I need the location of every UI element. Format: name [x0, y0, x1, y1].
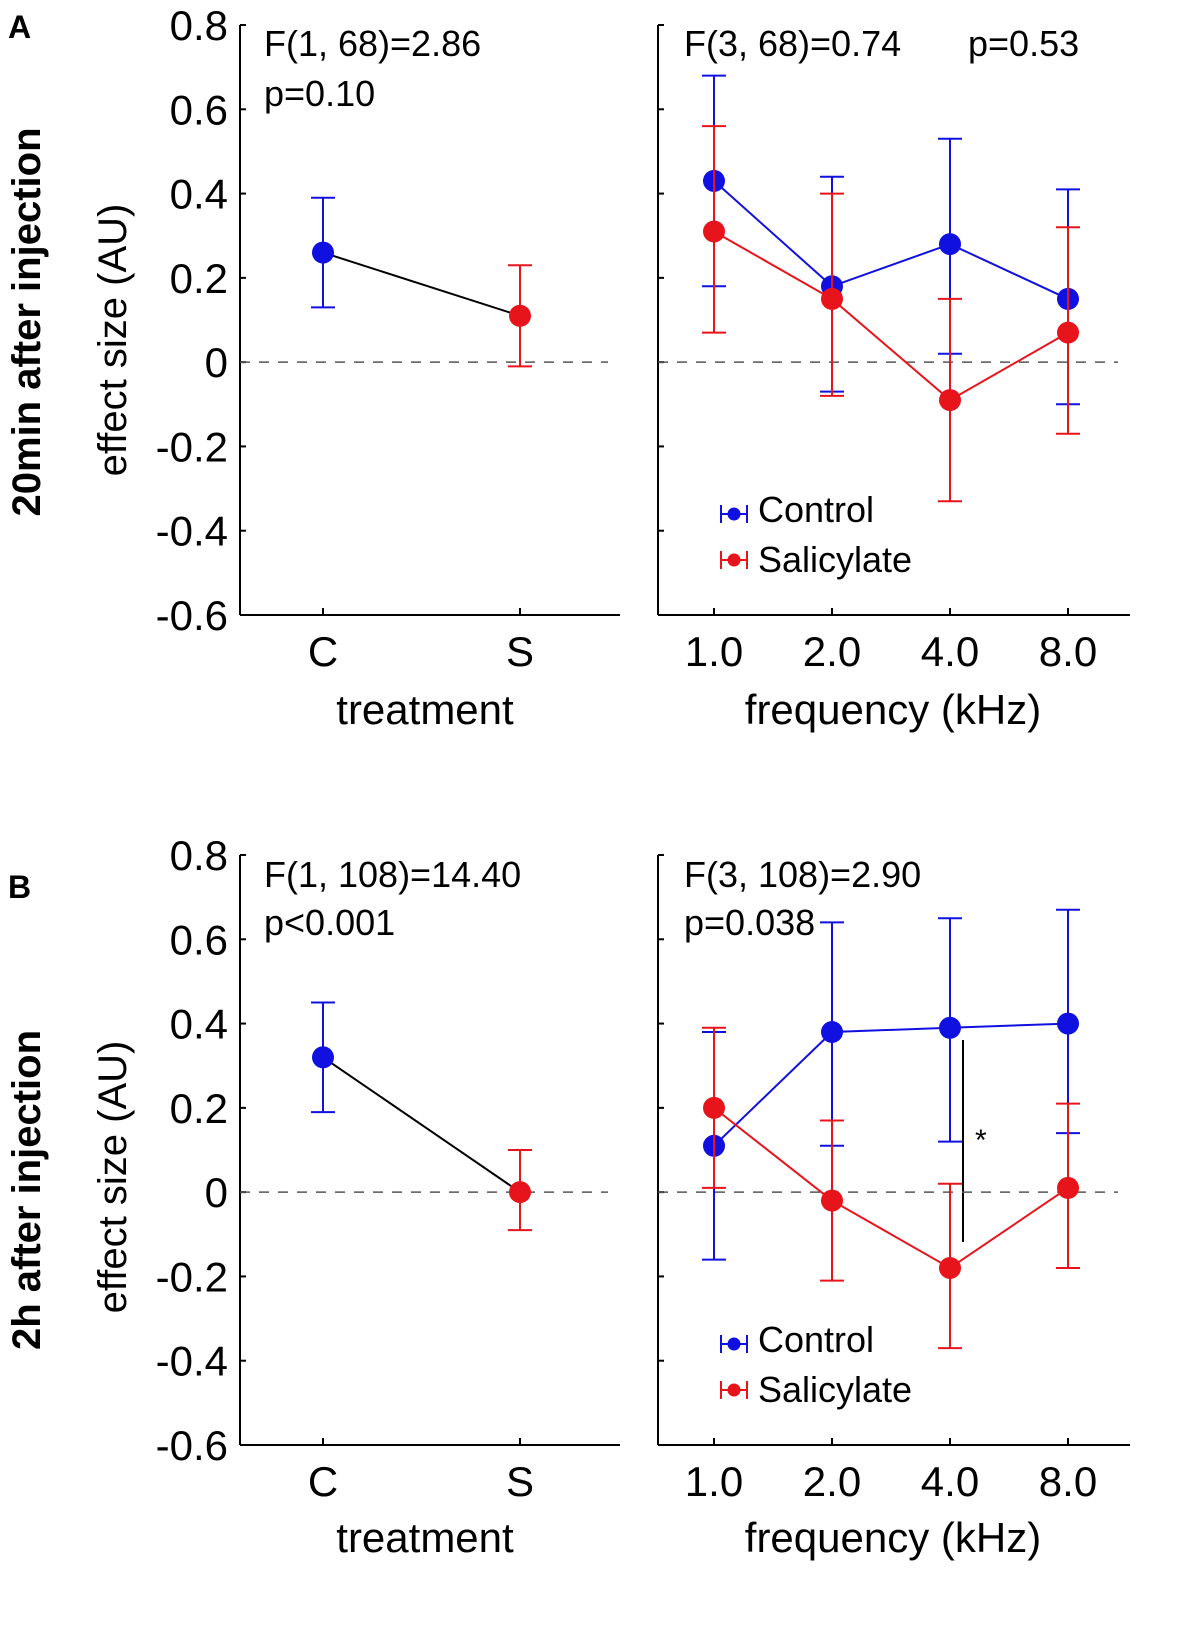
legend-a-salicylate-marker — [727, 553, 741, 567]
legend-a-salicylate-label: Salicylate — [758, 539, 912, 580]
panel-a-ytick-label: 0 — [205, 339, 228, 386]
panel-label-a: A — [8, 9, 31, 45]
panel-b-left-xlabel: treatment — [336, 1514, 514, 1561]
panel-b-right-xtick-label: 2.0 — [803, 1458, 861, 1505]
panel-b-ytick-label: 0 — [205, 1169, 228, 1216]
stat-b-right-p: p=0.038 — [684, 902, 815, 943]
panel-b-ytick-label: 0.2 — [170, 1085, 228, 1132]
stat-a-right-f: F(3, 68)=0.74 — [684, 23, 901, 64]
panel-a-control-point — [939, 233, 961, 256]
panel-a-ytick-label: -0.2 — [156, 423, 228, 470]
panel-b-treatment-line — [322, 1056, 521, 1193]
panel-label-b: B — [8, 869, 31, 905]
legend-a-control-label: Control — [758, 489, 874, 530]
panel-a-salicylate-point — [703, 220, 725, 243]
panel-a-treatment-line — [322, 251, 521, 317]
panel-a-ytick-label: 0.6 — [170, 86, 228, 133]
panel-a-salicylate-point — [939, 389, 961, 412]
panel-a-left-xtick-label: C — [308, 628, 338, 675]
panel-a-left-xtick-label: S — [506, 628, 534, 675]
panel-a-treatment-point-s — [509, 304, 531, 327]
panel-b-salicylate-line — [713, 1107, 1069, 1270]
panel-b-left-xtick-label: S — [506, 1458, 534, 1505]
panel-b-ytick-label: -0.6 — [156, 1422, 228, 1469]
legend-b-control-label: Control — [758, 1319, 874, 1360]
legend-b: Control Salicylate — [720, 1319, 912, 1410]
panel-a-ytick-label: 0.4 — [170, 171, 228, 218]
panel-b-right-xtick-label: 1.0 — [685, 1458, 743, 1505]
legend-b-salicylate-marker — [727, 1383, 741, 1397]
panel-b-control-point — [1057, 1012, 1079, 1035]
row-label-a: 20min after injection — [5, 128, 49, 517]
panel-a-salicylate-point — [1057, 321, 1079, 344]
panel-a-right-xlabel: frequency (kHz) — [745, 686, 1041, 733]
panel-b-control-point — [821, 1021, 843, 1043]
panel-b-treatment-point-s — [509, 1181, 531, 1204]
panel-b-salicylate-point — [821, 1189, 843, 1212]
panel-b-control-line — [713, 1022, 1069, 1147]
stat-a-left-f: F(1, 68)=2.86 — [264, 23, 481, 64]
panel-a-right-xtick-label: 8.0 — [1039, 628, 1097, 675]
y-axis-label-b: effect size (AU) — [91, 1041, 135, 1314]
panel-b-control-point — [939, 1016, 961, 1039]
panel-b-left-xtick-label: C — [308, 1458, 338, 1505]
panel-b-ytick-label: -0.2 — [156, 1253, 228, 1300]
panel-b-treatment-point-c — [312, 1046, 334, 1069]
panel-a-control-line — [713, 180, 1069, 300]
significance-marker: * — [975, 1124, 987, 1157]
legend-a-control-marker — [727, 507, 741, 521]
panel-b-ytick-label: 0.4 — [170, 1001, 228, 1048]
panel-a-ytick-label: -0.6 — [156, 592, 228, 639]
panel-a-right-xtick-label: 1.0 — [685, 628, 743, 675]
panel-a-salicylate-line — [713, 230, 1069, 402]
legend-b-salicylate-label: Salicylate — [758, 1369, 912, 1410]
stat-a-left-p: p=0.10 — [264, 73, 375, 114]
panel-b-ytick-label: 0.8 — [170, 832, 228, 879]
panel-a-ytick-label: 0.8 — [170, 2, 228, 49]
panel-a-ytick-label: 0.2 — [170, 255, 228, 302]
panel-b-salicylate-point — [939, 1257, 961, 1279]
panel-b-salicylate-point — [1057, 1176, 1079, 1199]
stat-b-right-f: F(3, 108)=2.90 — [684, 854, 921, 895]
legend-a: Control Salicylate — [720, 489, 912, 580]
panel-a-left-xlabel: treatment — [336, 686, 514, 733]
stat-a-right-p: p=0.53 — [968, 23, 1079, 64]
stat-b-left-f: F(1, 108)=14.40 — [264, 854, 521, 895]
panel-b-ytick-label: 0.6 — [170, 916, 228, 963]
panel-b-salicylate-point — [703, 1096, 725, 1119]
panel-b-right-xtick-label: 8.0 — [1039, 1458, 1097, 1505]
panel-a-right-xtick-label: 2.0 — [803, 628, 861, 675]
panel-a-right-xtick-label: 4.0 — [921, 628, 979, 675]
panel-b-right-xlabel: frequency (kHz) — [745, 1514, 1041, 1561]
panel-b-ytick-label: -0.4 — [156, 1338, 228, 1385]
panel-a-treatment-point-c — [312, 241, 334, 264]
panel-a-salicylate-point — [821, 287, 843, 310]
legend-b-control-marker — [727, 1337, 741, 1351]
panel-b-right-xtick-label: 4.0 — [921, 1458, 979, 1505]
stat-b-left-p: p<0.001 — [264, 902, 395, 943]
panel-a-ytick-label: -0.4 — [156, 508, 228, 555]
row-label-b: 2h after injection — [5, 1030, 49, 1350]
y-axis-label-a: effect size (AU) — [91, 204, 135, 477]
